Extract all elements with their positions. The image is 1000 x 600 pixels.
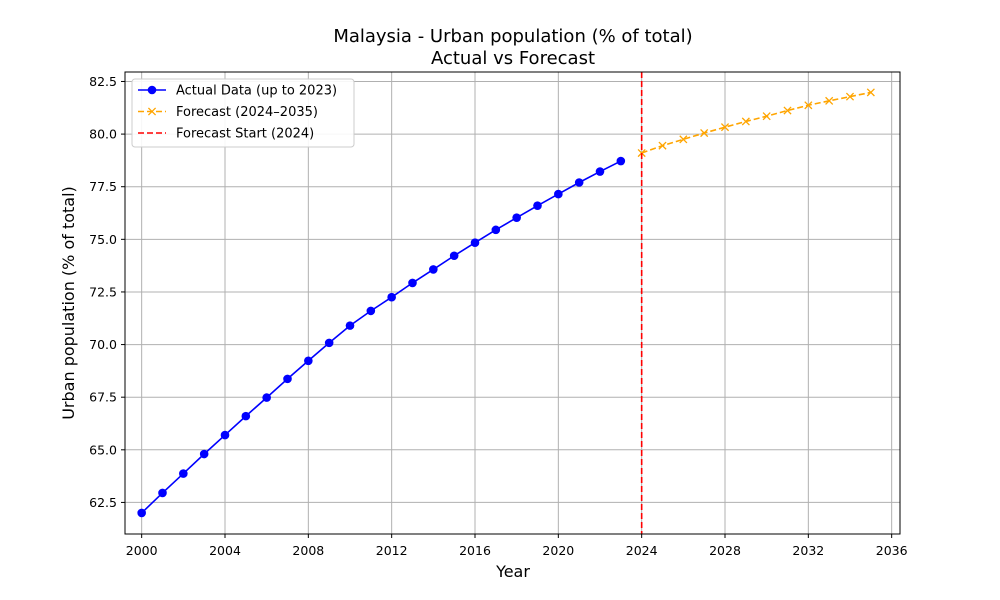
data-point xyxy=(720,123,730,132)
data-point xyxy=(366,306,376,316)
data-point xyxy=(262,393,271,402)
x-tick-label: 2008 xyxy=(292,543,324,558)
data-point xyxy=(241,411,251,421)
data-point xyxy=(512,213,521,222)
data-point xyxy=(762,112,771,121)
plot-frame xyxy=(124,71,901,535)
legend-box xyxy=(131,78,355,148)
chart-title: Malaysia - Urban population (% of total) xyxy=(333,26,692,47)
legend-label: Actual Data (up to 2023) xyxy=(176,84,337,99)
data-point xyxy=(783,106,792,115)
x-axis-label: Year xyxy=(495,562,530,581)
data-point xyxy=(658,141,667,150)
data-point xyxy=(595,167,605,176)
legend: Actual Data (up to 2023) Forecast (2024–2… xyxy=(131,78,355,148)
y-tick-label: 65.0 xyxy=(89,442,117,457)
data-point xyxy=(137,508,146,518)
y-tick-label: 80.0 xyxy=(89,127,117,142)
x-tick-label: 2020 xyxy=(542,543,574,558)
x-tick-label: 2016 xyxy=(459,543,491,558)
data-point xyxy=(158,488,167,498)
y-tick-label: 72.5 xyxy=(89,284,117,299)
data-point xyxy=(491,225,501,235)
data-point xyxy=(283,374,292,384)
data-point xyxy=(199,449,209,459)
data-point xyxy=(324,338,334,348)
data-point xyxy=(387,292,396,302)
x-tick-label: 2004 xyxy=(209,543,241,558)
data-point xyxy=(408,278,417,288)
data-point xyxy=(845,92,855,101)
y-tick-label: 77.5 xyxy=(89,179,117,194)
data-point xyxy=(825,96,834,105)
data-point xyxy=(804,101,813,110)
x-tick-label: 2036 xyxy=(876,543,908,558)
legend-label: Forecast Start (2024) xyxy=(176,127,314,142)
x-tick-label: 2000 xyxy=(126,543,158,558)
data-point xyxy=(616,156,626,166)
data-point xyxy=(533,201,542,210)
data-point xyxy=(866,88,875,97)
data-point xyxy=(220,430,230,440)
data-point xyxy=(449,251,459,261)
chart-subtitle: Actual vs Forecast xyxy=(431,48,595,69)
data-point xyxy=(574,178,584,187)
data-point xyxy=(345,321,355,330)
grid xyxy=(125,72,900,534)
x-tick-label: 2012 xyxy=(376,543,408,558)
legend-label: Forecast (2024–2035) xyxy=(176,105,318,120)
data-point xyxy=(700,128,709,138)
y-tick-label: 67.5 xyxy=(89,390,117,405)
data-point xyxy=(429,265,438,274)
y-tick-label: 70.0 xyxy=(89,337,117,352)
data-point xyxy=(179,469,188,478)
data-point xyxy=(470,238,480,247)
y-axis-label: Urban population (% of total) xyxy=(59,186,78,420)
legend-swatch-marker xyxy=(147,85,157,95)
data-point xyxy=(679,135,688,144)
x-tick-label: 2028 xyxy=(709,543,741,558)
series-layer xyxy=(137,72,875,534)
series-line xyxy=(641,91,871,154)
data-point xyxy=(304,356,313,366)
data-point xyxy=(741,117,750,126)
data-point xyxy=(554,189,563,199)
x-tick-label: 2024 xyxy=(626,543,658,558)
y-tick-label: 62.5 xyxy=(89,495,117,510)
x-tick-label: 2032 xyxy=(792,543,824,558)
y-tick-label: 75.0 xyxy=(89,232,117,247)
y-tick-label: 82.5 xyxy=(89,74,117,89)
legend-swatch-marker xyxy=(147,107,157,116)
axis-ticks: 2000 2004 2008 2012 2016 2020 2024 2028 2032 2036… xyxy=(89,74,907,558)
